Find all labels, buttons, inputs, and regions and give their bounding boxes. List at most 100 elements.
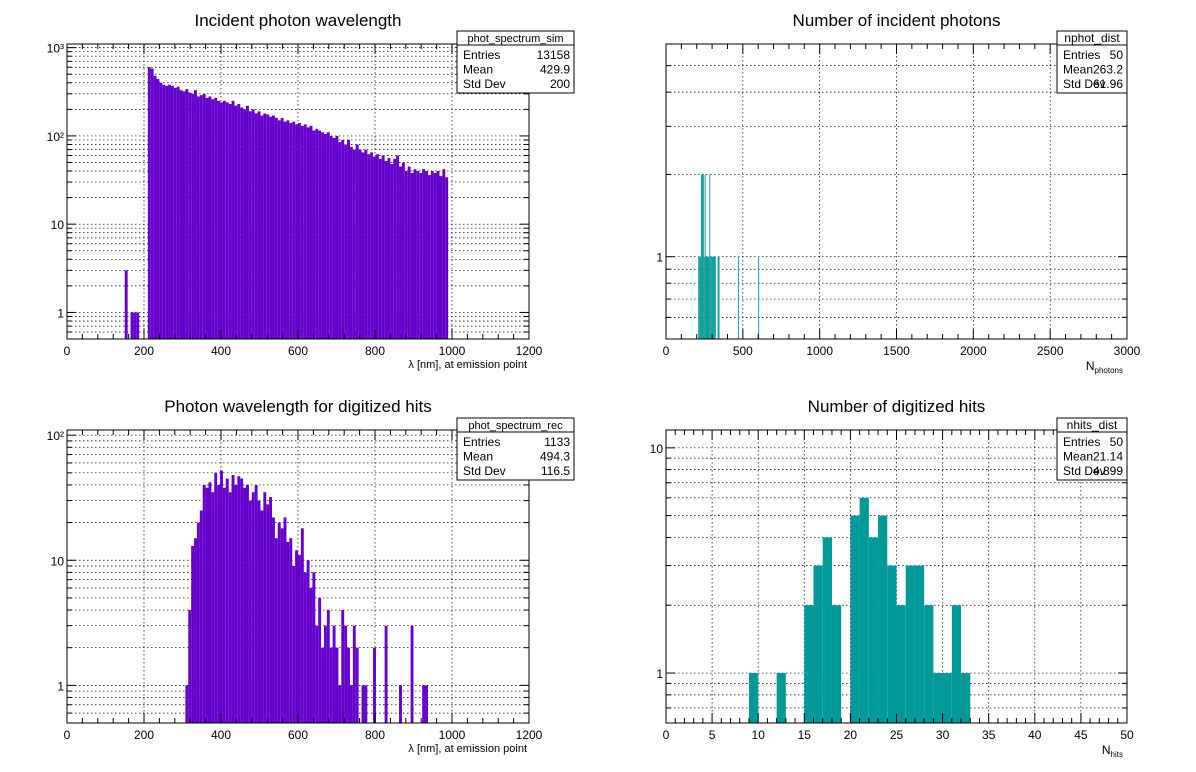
chart-title: Photon wavelength for digitized hits xyxy=(164,397,431,416)
histogram-bar xyxy=(170,85,174,339)
histogram-bar xyxy=(243,109,247,339)
histogram-bar xyxy=(758,256,760,339)
chart-title: Number of incident photons xyxy=(793,11,1001,30)
histogram-bar xyxy=(263,492,267,723)
histogram-bar xyxy=(269,116,273,339)
histogram-bar xyxy=(422,169,426,339)
histogram-bar xyxy=(321,132,324,339)
histogram-bar xyxy=(248,500,252,723)
stats-value: 116.5 xyxy=(541,464,570,478)
x-tick-label: 50 xyxy=(1120,728,1134,742)
histogram-bar xyxy=(260,510,264,723)
x-axis-label-sub: hits xyxy=(1111,750,1123,759)
x-axis-label-main: N xyxy=(1102,743,1111,757)
y-tick-label: 10³ xyxy=(47,42,64,56)
stats-box-frame xyxy=(1056,30,1128,94)
histogram-bar xyxy=(375,154,379,339)
histogram-bar xyxy=(220,102,223,339)
histogram-bar xyxy=(246,105,249,339)
histogram-bar xyxy=(298,555,301,723)
histogram-bar xyxy=(425,685,428,723)
histogram-bar xyxy=(355,647,359,723)
stats-box: phot_spectrum_rec Entries 1133 Mean 494.3 Std… xyxy=(456,417,575,481)
histogram-bar xyxy=(425,171,428,339)
histogram-bar xyxy=(272,517,275,723)
y-tick-label: 10 xyxy=(51,218,65,232)
x-tick-label: 0 xyxy=(663,344,670,358)
stats-value: 200 xyxy=(550,77,570,91)
histogram-bar xyxy=(361,685,365,723)
histogram-bar xyxy=(370,152,374,339)
histogram-bar xyxy=(344,144,348,339)
histogram-bar xyxy=(251,109,255,339)
histogram-bar xyxy=(413,169,417,339)
x-tick-label: 15 xyxy=(798,728,812,742)
histogram-bar xyxy=(283,517,287,723)
histogram-bar xyxy=(332,137,336,339)
histogram-bar xyxy=(410,625,414,723)
y-tick-label: 10 xyxy=(650,442,664,456)
histogram-bar xyxy=(251,492,255,723)
chart-title: Incident photon wavelength xyxy=(195,11,402,30)
histogram-bar xyxy=(162,84,166,340)
histogram-bar xyxy=(205,97,209,339)
stats-value: 4.899 xyxy=(1093,464,1123,478)
x-tick-label: 1000 xyxy=(439,344,466,358)
histogram-bar xyxy=(384,625,388,723)
histogram-bar xyxy=(312,572,316,723)
histogram-bar xyxy=(393,158,397,339)
histogram-bar xyxy=(445,177,449,339)
histogram-bar xyxy=(700,256,702,339)
histogram-bar xyxy=(349,146,353,339)
x-axis-label: Nhits xyxy=(1102,743,1123,759)
y-tick-label: 10 xyxy=(51,554,65,568)
x-tick-label: 600 xyxy=(288,728,308,742)
x-tick-label: 400 xyxy=(211,344,231,358)
x-tick-label: 800 xyxy=(365,344,385,358)
histogram-bar xyxy=(698,256,700,339)
x-tick-label: 3000 xyxy=(1114,344,1141,358)
histogram-bar xyxy=(347,139,350,339)
histogram-bar xyxy=(706,256,708,339)
histogram-bar xyxy=(211,99,215,339)
histogram-bar xyxy=(136,312,140,339)
histogram-bar xyxy=(274,117,278,340)
histogram-bar xyxy=(318,130,322,339)
histogram-bar xyxy=(150,68,154,339)
histogram-bar xyxy=(326,132,330,339)
histogram-bar xyxy=(202,484,206,723)
histogram-bar xyxy=(303,124,307,339)
histogram-bar xyxy=(257,500,261,723)
histogram-bar xyxy=(713,256,715,339)
histogram-bar xyxy=(822,537,832,723)
histogram-bar xyxy=(243,487,247,723)
histogram-bar xyxy=(364,149,368,339)
histogram-bar xyxy=(274,538,278,723)
histogram-bar xyxy=(416,171,420,339)
histogram-bar xyxy=(205,487,209,723)
histogram-bar xyxy=(442,169,446,339)
histogram-bar xyxy=(318,597,322,723)
histogram-bar xyxy=(713,256,714,339)
histogram-bar xyxy=(231,100,235,339)
histogram-bar xyxy=(712,256,714,339)
histogram-bar xyxy=(159,82,163,339)
histogram-bar xyxy=(176,86,180,339)
x-tick-label: 30 xyxy=(936,728,950,742)
histogram-bar xyxy=(710,256,712,339)
stats-value: 21.14 xyxy=(1093,450,1123,464)
histogram-bar xyxy=(208,96,212,340)
stats-label: Entries xyxy=(463,48,500,62)
histogram-bar xyxy=(831,605,842,723)
stats-value: 429.9 xyxy=(540,63,570,77)
x-tick-label: 2000 xyxy=(960,344,987,358)
histogram-bar xyxy=(234,105,238,339)
histogram-bar xyxy=(217,484,221,723)
stats-label: Std Dev xyxy=(1063,464,1106,478)
x-tick-label: 1000 xyxy=(806,344,833,358)
x-tick-label: 600 xyxy=(288,344,308,358)
histogram-bar xyxy=(179,90,183,340)
histogram-bar xyxy=(407,166,411,339)
